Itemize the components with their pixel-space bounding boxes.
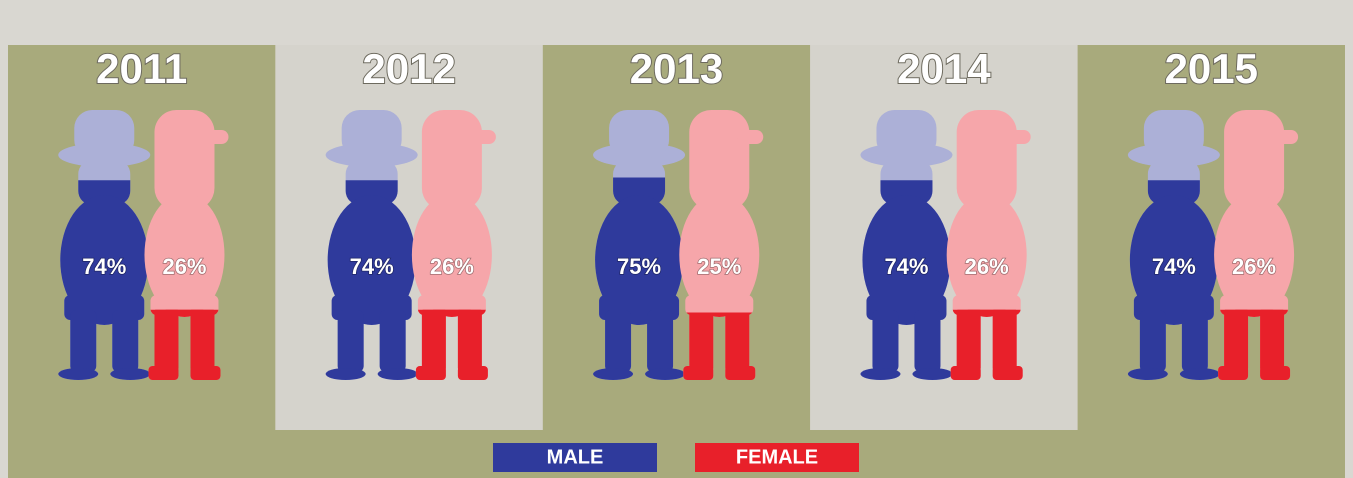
figure-part (914, 310, 940, 372)
figure-part (689, 308, 713, 372)
figure-part (70, 310, 96, 372)
figure-part (1260, 366, 1290, 380)
figure-part (190, 308, 214, 372)
year-label: 2013 (630, 45, 723, 92)
value-label: 74% (1152, 254, 1196, 279)
value-label: 26% (1232, 254, 1276, 279)
figure-part (458, 308, 482, 372)
value-label: 74% (82, 254, 126, 279)
value-label: 26% (965, 254, 1009, 279)
figure-part (1218, 366, 1248, 380)
year-label: 2012 (362, 45, 455, 92)
figure-part (326, 368, 366, 380)
figure-part (993, 366, 1023, 380)
figure-part (1128, 368, 1168, 380)
figure-part (1005, 130, 1031, 144)
figure-part (148, 366, 178, 380)
figure-part (993, 308, 1017, 372)
figure-part (1260, 308, 1284, 372)
figure-part (1224, 308, 1248, 372)
figure-part (1180, 368, 1220, 380)
figure-part (951, 366, 981, 380)
figure-part (860, 368, 900, 380)
legend-label: MALE (547, 446, 604, 468)
bottom-band (8, 430, 1345, 478)
value-label: 74% (884, 254, 928, 279)
figure-part (1144, 110, 1204, 158)
year-label: 2015 (1165, 45, 1258, 92)
legend-label: FEMALE (736, 446, 818, 468)
figure-part (190, 366, 220, 380)
figure-part (338, 310, 364, 372)
chart: 2011 74% 26% 2012 74% 26% 2013 75% 25% 2014 74% 26%… (0, 0, 1353, 478)
figure-part (647, 310, 673, 372)
figure-part (605, 310, 631, 372)
figure-part (154, 308, 178, 372)
figure-part (737, 130, 763, 144)
figure-part (645, 368, 685, 380)
year-label: 2011 (96, 45, 187, 92)
figure-part (378, 368, 418, 380)
figure-part (725, 366, 755, 380)
figure-part (725, 308, 749, 372)
figure-part (1272, 130, 1298, 144)
figure-part (609, 110, 669, 158)
figure-part (683, 366, 713, 380)
figure-part (912, 368, 952, 380)
value-label: 74% (350, 254, 394, 279)
figure-part (380, 310, 406, 372)
figure-part (470, 130, 496, 144)
figure-part (112, 310, 138, 372)
figure-part (342, 110, 402, 158)
year-label: 2014 (897, 45, 991, 92)
figure-part (58, 368, 98, 380)
figure-part (74, 110, 134, 158)
value-label: 26% (162, 254, 206, 279)
value-label: 26% (430, 254, 474, 279)
figure-part (957, 308, 981, 372)
figure-part (422, 308, 446, 372)
figure-part (872, 310, 898, 372)
figure-part (458, 366, 488, 380)
value-label: 75% (617, 254, 661, 279)
figure-part (593, 368, 633, 380)
figure-part (110, 368, 150, 380)
figure-part (1182, 310, 1208, 372)
figure-part (876, 110, 936, 158)
value-label: 25% (697, 254, 741, 279)
figure-part (1140, 310, 1166, 372)
figure-part (416, 366, 446, 380)
figure-part (202, 130, 228, 144)
